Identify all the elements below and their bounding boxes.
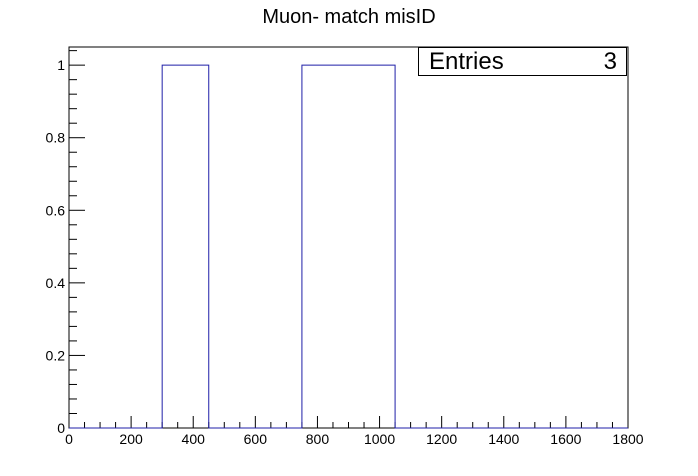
histogram-bin — [302, 65, 395, 428]
x-tick-label: 1600 — [550, 431, 581, 447]
x-tick-label: 400 — [182, 431, 206, 447]
x-tick-label: 600 — [244, 431, 268, 447]
chart-title: Muon- match misID — [262, 6, 436, 28]
histogram-bin — [162, 65, 209, 428]
plot-frame — [68, 46, 629, 429]
y-tick-label: 0.8 — [46, 130, 66, 146]
y-tick-label: 0.4 — [46, 275, 66, 291]
stats-box: Entries 3 — [418, 47, 627, 76]
stats-entries-label: Entries — [429, 47, 504, 75]
x-tick-label: 1400 — [488, 431, 519, 447]
y-tick-label: 0 — [57, 420, 65, 436]
x-tick-label: 1200 — [426, 431, 457, 447]
histogram-outline — [69, 64, 628, 429]
y-tick-label: 0.6 — [46, 202, 66, 218]
x-tick-label: 1800 — [612, 431, 643, 447]
x-tick-label: 800 — [306, 431, 330, 447]
x-tick-label: 200 — [119, 431, 143, 447]
stats-entries-value: 3 — [603, 47, 617, 75]
y-tick-label: 0.2 — [46, 347, 66, 363]
y-tick-label: 1 — [57, 57, 65, 73]
x-tick-label: 1000 — [364, 431, 395, 447]
x-tick-label: 0 — [65, 431, 73, 447]
